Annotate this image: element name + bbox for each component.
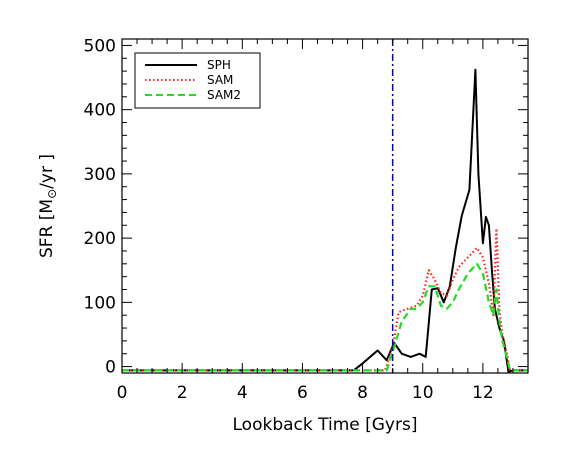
plot-layer [122,39,528,373]
x-tick-label: 8 [357,383,368,403]
y-tick-label: 100 [84,293,116,313]
y-tick-label: 200 [84,229,116,249]
y-tick-label: 0 [105,358,116,378]
y-axis-title-subscript: ⊙ [45,189,59,199]
y-axis-title-suffix: /yr ] [37,154,57,189]
legend-label-sph: SPH [207,58,231,72]
x-axis-title: Lookback Time [Gyrs] [233,415,418,435]
legend-box [134,52,261,109]
x-tick-label: 2 [177,383,188,403]
legend-label-sam2: SAM2 [207,88,241,102]
plot-frame [121,38,529,374]
y-axis-title-prefix: SFR [M [37,199,57,258]
series-line-sam2 [122,262,528,372]
legend-label-sam: SAM [207,73,233,87]
x-tick-label: 6 [297,383,308,403]
x-tick-label: 10 [412,383,434,403]
x-tick-label: 12 [472,383,494,403]
y-tick-label: 300 [84,165,116,185]
x-tick-label: 0 [117,383,128,403]
y-tick-label: 400 [84,101,116,121]
tick-layer: 0 2 4 6 8 10 12 0 100 200 300 400 500 [84,36,529,403]
series-line-sph [122,68,528,373]
y-tick-label: 500 [84,36,116,56]
y-axis-title: SFR [M⊙/yr ] [37,154,59,258]
series-line-sam [122,227,528,372]
x-tick-label: 4 [237,383,248,403]
